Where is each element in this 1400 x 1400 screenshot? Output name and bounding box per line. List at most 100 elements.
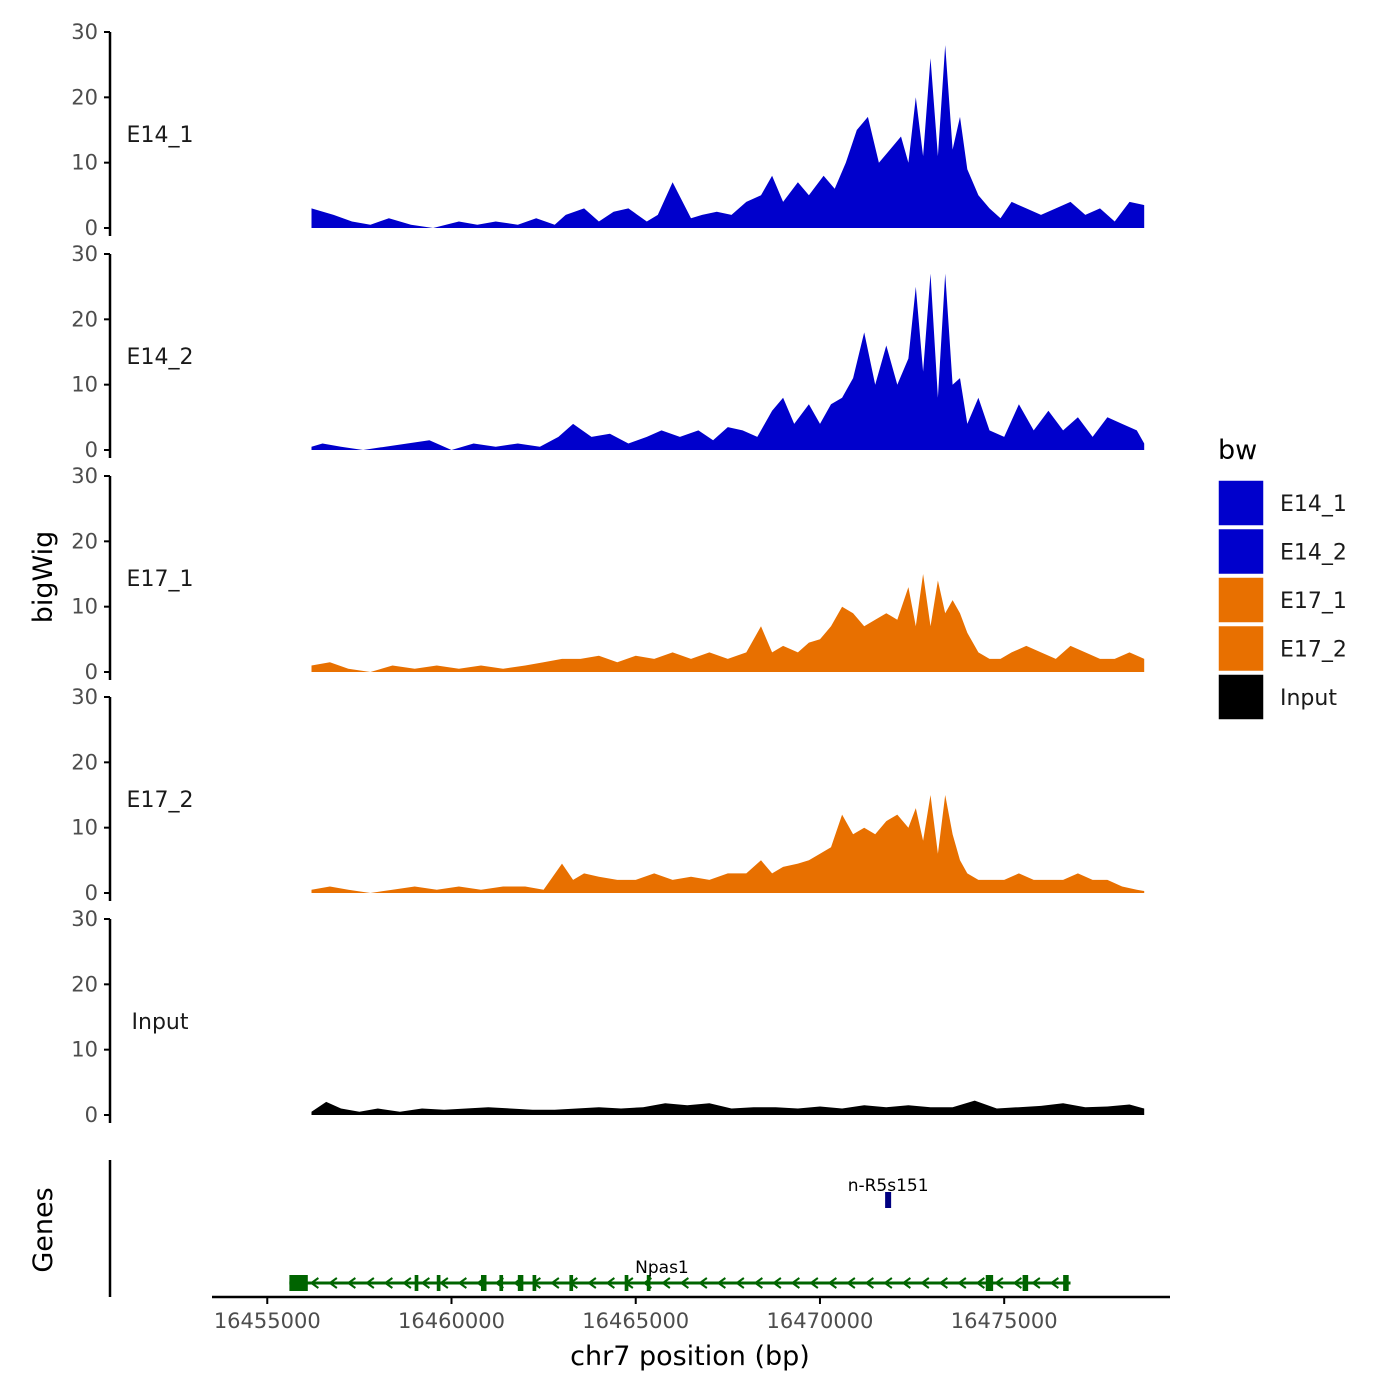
legend-swatch-E14_1	[1217, 479, 1265, 527]
legend-label-E14_2: E14_2	[1280, 541, 1347, 566]
track-Input: 0 10 20 30 Input	[71, 907, 1145, 1127]
y-tick-label: 10	[71, 595, 98, 619]
strand-arrow	[309, 1277, 319, 1289]
strand-arrow	[1049, 1277, 1059, 1289]
strand-arrow	[846, 1277, 856, 1289]
track-E14_2: 0 10 20 30 E14_2	[71, 242, 1145, 462]
strand-arrow	[827, 1277, 837, 1289]
legend-title: bw	[1218, 435, 1257, 466]
legend-label-E17_2: E17_2	[1280, 638, 1347, 663]
area-E14_2	[311, 273, 1145, 450]
strand-arrow	[975, 1277, 985, 1289]
gene-exon	[1063, 1275, 1069, 1291]
gene-track: n-R5s151 Npas1	[108, 1160, 1071, 1297]
strand-arrow	[550, 1277, 560, 1289]
legend-swatch-E17_2	[1217, 624, 1265, 673]
strand-arrow	[679, 1277, 689, 1289]
y-tick-label: 30	[71, 685, 98, 709]
y-axis-title: bigWig	[28, 531, 59, 624]
track-E14_1: 0 10 20 30 E14_1	[71, 20, 1145, 240]
strand-arrow	[735, 1277, 745, 1289]
strand-arrow	[920, 1277, 930, 1289]
area-Input	[311, 1100, 1145, 1115]
legend-label-E17_1: E17_1	[1280, 589, 1347, 614]
y-tick-label: 20	[71, 307, 98, 331]
y-tick-label: 30	[71, 242, 98, 266]
y-tick-label: 0	[85, 216, 98, 240]
strand-arrow	[790, 1277, 800, 1289]
gene-exon	[985, 1275, 994, 1291]
gene-body	[885, 1192, 892, 1208]
y-tick-label: 30	[71, 907, 98, 931]
gene-exon	[436, 1275, 441, 1291]
strand-arrow	[439, 1277, 449, 1289]
y-tick-label: 20	[71, 750, 98, 774]
x-tick-label: 16455000	[214, 1309, 321, 1333]
x-axis-title: chr7 position (bp)	[570, 1341, 810, 1372]
coverage-tracks: 0 10 20 30 E14_1 0 10 20 30 E14_2 0 10 20 30 E17_1 0 10 2…	[71, 20, 1145, 1127]
track-label: E14_1	[127, 123, 194, 148]
gene-exon	[1022, 1275, 1029, 1291]
track-E17_1: 0 10 20 30 E17_1	[71, 464, 1145, 684]
y-tick-label: 30	[71, 20, 98, 44]
legend-swatch-Input	[1217, 673, 1265, 721]
y-tick-label: 20	[71, 972, 98, 996]
strand-arrow	[716, 1277, 726, 1289]
gene-exon	[646, 1275, 651, 1291]
strand-arrow	[753, 1277, 763, 1289]
strand-arrow	[864, 1277, 874, 1289]
track-label: E14_2	[127, 345, 194, 370]
gene-n-R5s151: n-R5s151	[848, 1176, 929, 1208]
area-E17_2	[311, 795, 1145, 893]
gene-label: Npas1	[635, 1258, 689, 1278]
gene-track-title: Genes	[28, 1187, 59, 1272]
strand-arrow	[365, 1277, 375, 1289]
legend-label-E14_1: E14_1	[1280, 492, 1347, 517]
strand-arrow	[328, 1277, 338, 1289]
y-tick-label: 0	[85, 660, 98, 684]
strand-arrow	[605, 1277, 615, 1289]
legend-label-Input: Input	[1280, 686, 1337, 711]
strand-arrow	[402, 1277, 412, 1289]
strand-arrow	[772, 1277, 782, 1289]
strand-arrow	[883, 1277, 893, 1289]
y-tick-label: 10	[71, 1038, 98, 1062]
track-label: E17_2	[127, 788, 194, 813]
strand-arrow	[383, 1277, 393, 1289]
strand-arrow	[1012, 1277, 1022, 1289]
legend: bw E14_1 E14_2 E17_1 E17_2 Input	[1217, 435, 1347, 721]
y-tick-label: 0	[85, 438, 98, 462]
y-tick-label: 10	[71, 151, 98, 175]
x-tick-label: 16460000	[398, 1309, 505, 1333]
strand-arrow	[420, 1277, 430, 1289]
y-tick-label: 0	[85, 881, 98, 905]
track-label: Input	[132, 1010, 189, 1035]
gene-exon	[480, 1275, 487, 1291]
x-tick-label: 16470000	[767, 1309, 874, 1333]
track-label: E17_1	[127, 567, 194, 592]
y-tick-label: 10	[71, 816, 98, 840]
legend-swatch-E14_2	[1217, 527, 1265, 576]
strand-arrow	[661, 1277, 671, 1289]
strand-arrow	[587, 1277, 597, 1289]
gene-exon	[414, 1275, 419, 1291]
area-E14_1	[311, 45, 1145, 228]
y-tick-label: 20	[71, 529, 98, 553]
track-E17_2: 0 10 20 30 E17_2	[71, 685, 1145, 905]
area-E17_1	[311, 574, 1145, 672]
gene-exon	[569, 1275, 574, 1291]
gene-label: n-R5s151	[848, 1176, 929, 1196]
strand-arrow	[1031, 1277, 1041, 1289]
strand-arrow	[457, 1277, 467, 1289]
y-tick-label: 0	[85, 1103, 98, 1127]
strand-arrow	[346, 1277, 356, 1289]
strand-arrow	[957, 1277, 967, 1289]
strand-arrow	[994, 1277, 1004, 1289]
gene-exon	[289, 1275, 308, 1291]
gene-Npas1: Npas1	[289, 1258, 1071, 1291]
strand-arrow	[901, 1277, 911, 1289]
y-tick-label: 30	[71, 464, 98, 488]
x-tick-label: 16475000	[951, 1309, 1058, 1333]
y-tick-label: 20	[71, 85, 98, 109]
